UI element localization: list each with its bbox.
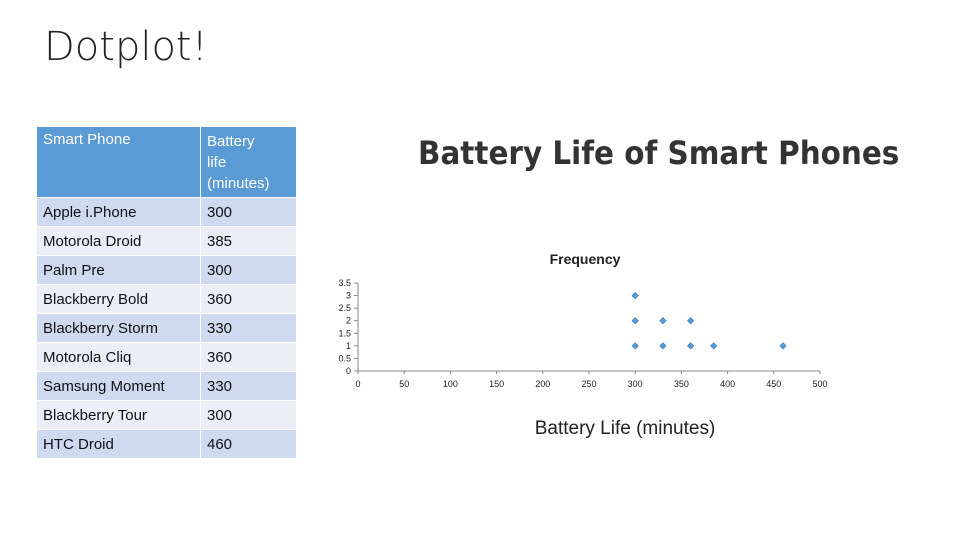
battery-life-cell: 385 bbox=[201, 227, 297, 256]
battery-life-cell: 330 bbox=[201, 372, 297, 401]
battery-life-cell: 460 bbox=[201, 430, 297, 459]
battery-life-cell: 300 bbox=[201, 256, 297, 285]
x-tick-label: 450 bbox=[766, 379, 781, 389]
x-tick-label: 400 bbox=[720, 379, 735, 389]
header-battery-life: Battery life (minutes) bbox=[201, 127, 297, 198]
table-row: Samsung Moment 330 bbox=[37, 372, 297, 401]
y-tick-label: 2.5 bbox=[338, 303, 351, 313]
table-row: Blackberry Bold 360 bbox=[37, 285, 297, 314]
table-header-row: Smart Phone Battery life (minutes) bbox=[37, 127, 297, 198]
x-tick-label: 0 bbox=[355, 379, 360, 389]
table-row: Palm Pre 300 bbox=[37, 256, 297, 285]
data-point bbox=[659, 317, 667, 325]
battery-life-cell: 330 bbox=[201, 314, 297, 343]
y-tick-label: 1.5 bbox=[338, 328, 351, 338]
data-point bbox=[631, 291, 639, 300]
header-battery-life-line: (minutes) bbox=[207, 175, 270, 192]
x-tick-label: 300 bbox=[628, 379, 643, 389]
header-battery-life-line: Battery bbox=[207, 133, 255, 150]
battery-life-cell: 360 bbox=[201, 343, 297, 372]
phone-name-cell: Apple i.Phone bbox=[37, 198, 201, 227]
header-smart-phone: Smart Phone bbox=[37, 127, 201, 198]
x-tick-label: 100 bbox=[443, 379, 458, 389]
x-axis-label: Battery Life (minutes) bbox=[535, 418, 716, 439]
data-point bbox=[779, 342, 787, 350]
table-row: Motorola Droid 385 bbox=[37, 227, 297, 256]
data-point bbox=[687, 342, 695, 350]
battery-life-cell: 300 bbox=[201, 198, 297, 227]
table-row: Apple i.Phone 300 bbox=[37, 198, 297, 227]
x-tick-label: 250 bbox=[581, 379, 596, 389]
phone-name-cell: HTC Droid bbox=[37, 430, 201, 459]
table-row: Blackberry Storm 330 bbox=[37, 314, 297, 343]
slide-title: Dotplot! bbox=[44, 24, 208, 70]
x-tick-label: 500 bbox=[812, 379, 827, 389]
phone-name-cell: Blackberry Storm bbox=[37, 314, 201, 343]
phone-name-cell: Blackberry Tour bbox=[37, 401, 201, 430]
y-tick-label: 0 bbox=[346, 366, 351, 376]
data-point bbox=[710, 342, 718, 350]
phone-name-cell: Motorola Cliq bbox=[37, 343, 201, 372]
x-tick-label: 50 bbox=[399, 379, 409, 389]
data-point bbox=[631, 342, 639, 350]
header-battery-life-line: life bbox=[207, 154, 227, 171]
table-row: HTC Droid 460 bbox=[37, 430, 297, 459]
phone-name-cell: Samsung Moment bbox=[37, 372, 201, 401]
battery-life-cell: 300 bbox=[201, 401, 297, 430]
y-tick-label: 2 bbox=[346, 316, 351, 326]
y-axis-label: Frequency bbox=[550, 251, 621, 267]
y-tick-label: 3.5 bbox=[338, 278, 351, 288]
y-tick-label: 1 bbox=[346, 341, 351, 351]
battery-table: Smart Phone Battery life (minutes) Apple… bbox=[37, 127, 297, 459]
table-row: Motorola Cliq 360 bbox=[37, 343, 297, 372]
y-tick-label: 0.5 bbox=[338, 353, 351, 363]
data-point bbox=[659, 342, 667, 350]
data-point bbox=[687, 317, 695, 325]
x-tick-label: 200 bbox=[535, 379, 550, 389]
data-point bbox=[631, 317, 639, 325]
table-row: Blackberry Tour 300 bbox=[37, 401, 297, 430]
phone-name-cell: Motorola Droid bbox=[37, 227, 201, 256]
battery-life-cell: 360 bbox=[201, 285, 297, 314]
phone-name-cell: Palm Pre bbox=[37, 256, 201, 285]
x-tick-label: 150 bbox=[489, 379, 504, 389]
chart-title: Battery Life of Smart Phones bbox=[418, 134, 900, 172]
x-tick-label: 350 bbox=[674, 379, 689, 389]
phone-name-cell: Blackberry Bold bbox=[37, 285, 201, 314]
y-tick-label: 3 bbox=[346, 291, 351, 301]
